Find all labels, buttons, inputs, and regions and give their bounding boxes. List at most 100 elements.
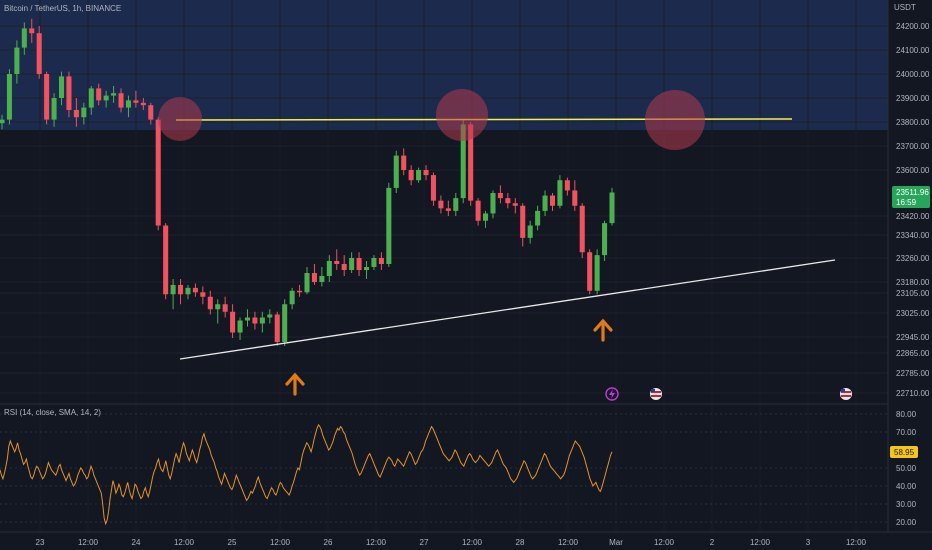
price-tick-label: 23700.00 — [896, 142, 930, 151]
candle — [587, 249, 593, 295]
candle-body — [155, 119, 161, 226]
time-tick-label: 12:00 — [366, 538, 387, 547]
candle — [192, 283, 198, 297]
candle-body — [289, 290, 295, 305]
candle-body — [579, 205, 585, 253]
time-tick-label: 12:00 — [654, 538, 675, 547]
time-tick-label: 28 — [516, 538, 525, 547]
candle-body — [21, 28, 27, 48]
rsi-axis[interactable]: 80.00 70.00 50.00 40.00 30.00 20.00 — [896, 410, 917, 527]
candle-body — [244, 317, 251, 321]
candle — [29, 18, 35, 43]
rsi-current-value: 58.95 — [894, 448, 915, 457]
candle — [73, 98, 79, 127]
candle-body — [557, 180, 563, 206]
candlesticks[interactable] — [0, 18, 615, 346]
candle-body — [416, 170, 422, 181]
candle — [0, 114, 5, 130]
price-tick-label: 24000.00 — [896, 70, 930, 79]
candle — [401, 148, 407, 176]
candle-body — [81, 107, 87, 118]
candle-body — [185, 287, 191, 295]
resistance-target-circle — [645, 90, 705, 150]
candle — [163, 223, 169, 300]
candle-body — [148, 105, 154, 120]
resistance-touch-circle-2 — [436, 89, 488, 141]
candle — [490, 190, 496, 219]
time-tick-label: 12:00 — [78, 538, 99, 547]
candle-body — [326, 261, 332, 276]
candle-body — [29, 28, 35, 34]
rsi-tick-label: 50.00 — [896, 464, 917, 473]
price-axis[interactable]: 24200.00 24100.00 24000.00 23900.00 23800.00… — [896, 22, 930, 398]
candle-body — [356, 258, 362, 270]
time-axis[interactable]: 23 12:00 24 12:00 25 12:00 26 12:00 27 12:00 28 12:… — [36, 538, 867, 547]
candle — [66, 71, 72, 118]
candle — [371, 255, 377, 270]
candle — [259, 311, 265, 333]
time-tick-label: 23 — [36, 538, 45, 547]
candle — [319, 267, 325, 287]
candle — [445, 200, 451, 216]
candle-body — [192, 287, 198, 293]
price-tick-label: 23420.00 — [896, 212, 930, 221]
support-line[interactable] — [179, 259, 836, 360]
candle — [88, 86, 94, 115]
candle — [416, 167, 422, 183]
price-tick-label: 23025.00 — [896, 309, 930, 318]
currency-label: USDT — [894, 3, 916, 12]
candle-body — [349, 258, 355, 270]
price-tick-label: 22865.00 — [896, 349, 930, 358]
lightning-icon[interactable] — [605, 387, 619, 401]
candle — [311, 264, 317, 285]
candle — [341, 255, 347, 276]
candle — [237, 317, 243, 340]
last-price-badge: 23511.96 16:59 — [892, 186, 930, 208]
candle-body — [103, 95, 109, 101]
price-tick-label: 23260.00 — [896, 254, 930, 263]
candle-body — [304, 273, 310, 293]
candle-body — [111, 93, 117, 96]
symbol-legend[interactable]: Bitcoin / TetherUS, 1h, BINANCE — [4, 4, 122, 13]
candle — [81, 102, 87, 125]
price-tick-label: 23800.00 — [896, 118, 930, 127]
candle — [542, 190, 548, 216]
price-tick-label: 23600.00 — [896, 166, 930, 175]
candle — [244, 309, 251, 327]
candle-body — [438, 200, 444, 209]
candle-body — [200, 292, 206, 297]
rsi-tick-label: 40.00 — [896, 482, 917, 491]
candle — [393, 150, 399, 193]
rsi-line — [0, 423, 613, 526]
rsi-levels — [0, 413, 888, 523]
candle — [125, 95, 131, 118]
price-tick-label: 24100.00 — [896, 46, 930, 55]
candle-body — [118, 93, 124, 108]
time-tick-label: 12:00 — [558, 538, 579, 547]
candle-body — [460, 124, 466, 199]
rsi-legend[interactable]: RSI (14, close, SMA, 14, 2) — [4, 408, 101, 417]
candle-body — [535, 210, 541, 226]
rsi-tick-label: 70.00 — [896, 428, 917, 437]
candle — [230, 304, 236, 338]
candle-body — [609, 192, 615, 224]
price-tick-label: 23105.00 — [896, 289, 930, 298]
candle — [96, 83, 102, 106]
candle-body — [73, 110, 79, 118]
time-tick-label: Mar — [609, 538, 623, 547]
candle-body — [371, 258, 377, 267]
candle-body — [207, 296, 213, 310]
candle — [594, 249, 600, 295]
candle — [363, 261, 370, 279]
candle-body — [334, 261, 340, 264]
candle — [430, 172, 436, 206]
us-flag-icon[interactable] — [840, 388, 852, 400]
us-flag-icon[interactable] — [650, 388, 662, 400]
candle-body — [475, 200, 481, 221]
candle-body — [587, 252, 593, 291]
candle-body — [274, 314, 280, 342]
candle — [252, 311, 258, 330]
candle — [148, 102, 154, 125]
